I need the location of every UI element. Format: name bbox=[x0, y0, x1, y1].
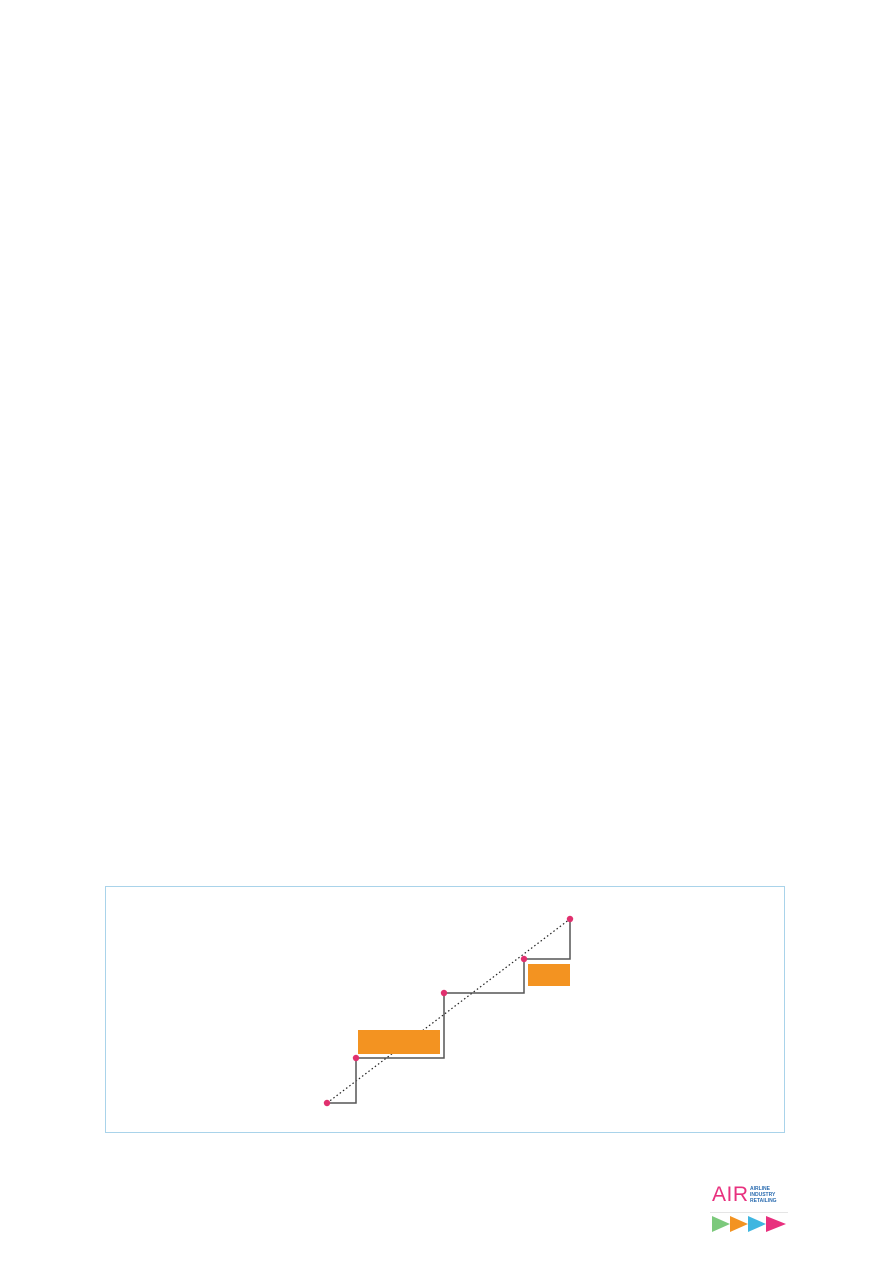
staircase-figure bbox=[105, 886, 785, 1133]
step-point bbox=[520, 955, 528, 963]
step-point bbox=[440, 989, 448, 997]
step-point bbox=[352, 1054, 360, 1062]
orange-bar-upper bbox=[528, 964, 570, 986]
logo-arrows-icon bbox=[710, 1212, 788, 1232]
logo-wordmark: AIR bbox=[712, 1183, 749, 1206]
staircase-diagram bbox=[323, 915, 574, 1107]
orange-bar-lower bbox=[358, 1030, 440, 1054]
step-point bbox=[566, 915, 574, 923]
diagonal-trend-line bbox=[326, 918, 571, 1104]
logo-tagline: AIRLINE INDUSTRY RETAILING bbox=[750, 1186, 777, 1204]
air-logo: AIR AIRLINE INDUSTRY RETAILING bbox=[710, 1183, 790, 1238]
step-point bbox=[323, 1099, 331, 1107]
